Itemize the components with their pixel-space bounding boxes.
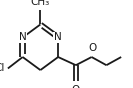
Text: N: N: [54, 32, 62, 43]
Text: O: O: [72, 85, 80, 88]
Text: Cl: Cl: [0, 63, 5, 73]
Text: N: N: [19, 32, 27, 43]
Text: CH₃: CH₃: [31, 0, 50, 7]
Text: O: O: [88, 43, 97, 53]
